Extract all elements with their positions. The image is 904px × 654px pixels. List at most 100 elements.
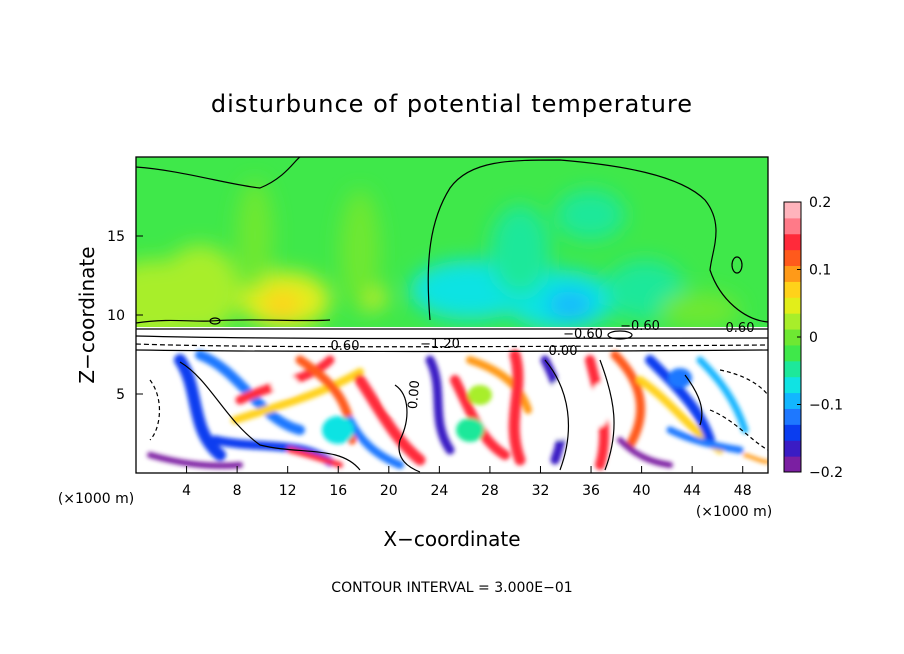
colorbar-swatch (784, 297, 801, 314)
field-blob (160, 245, 240, 335)
colorbar-swatch (784, 456, 801, 473)
contour-line (544, 359, 569, 471)
contour-label: 0.60 (726, 321, 755, 336)
x-axis-ticks: 4 8 12 16 20 24 28 32 36 40 44 48 (182, 466, 752, 499)
field-swirl (425, 355, 455, 455)
y-tick-label: 10 (107, 308, 125, 324)
contour-lines (136, 157, 768, 473)
x-axis-unit: (×1000 m) (696, 504, 772, 520)
contour-label-layer: −0.60 −1.20 −0.60 0.60 0.60 0.00 0.00 (331, 319, 755, 410)
field-blob (668, 368, 692, 388)
colorbar-tick-label: −0.2 (809, 465, 843, 481)
colorbar-swatch (784, 217, 801, 235)
field-swirl (645, 355, 715, 445)
contour-label: −0.60 (563, 327, 603, 342)
field-blob (468, 385, 492, 405)
colorbar-swatch (784, 233, 801, 251)
colorbar-swatch (784, 392, 801, 409)
field-swirl (666, 426, 744, 454)
field-swirl (231, 368, 364, 424)
x-tick-label: 4 (182, 483, 191, 499)
contour-line (394, 384, 421, 473)
field-blob (322, 416, 354, 444)
field-swirl (508, 349, 526, 466)
colorbar-swatch (784, 329, 801, 346)
contour-line (599, 359, 615, 471)
field-swirl (617, 437, 673, 468)
chart-title: disturbunce of potential temperature (211, 90, 693, 118)
colorbar-swatch (784, 265, 801, 282)
colorbar-swatch (784, 249, 801, 267)
contour-line (209, 317, 221, 325)
x-tick-label: 8 (233, 483, 242, 499)
colorbar-swatch (784, 408, 801, 425)
contour-label: 0.00 (549, 344, 578, 359)
y-axis-ticks: 5 10 15 (107, 229, 143, 403)
contour-label: 0.60 (331, 339, 360, 354)
y-tick-label: 5 (116, 387, 125, 403)
field-blob (383, 377, 407, 413)
contour-line (136, 343, 768, 348)
field-swirl (147, 452, 243, 469)
colorbar-tick-label: −0.1 (809, 398, 843, 414)
contour-line (719, 369, 768, 396)
contour-label: −0.60 (620, 319, 660, 334)
x-tick-label: 20 (380, 483, 398, 499)
x-tick-label: 40 (633, 483, 651, 499)
contour-line (136, 157, 301, 189)
field-blob (555, 190, 625, 240)
field-swirl (743, 453, 768, 464)
field-blob (340, 190, 380, 310)
colorbar-swatch (784, 376, 801, 394)
x-axis-label: X−coordinate (383, 527, 520, 551)
y-axis-label: Z−coordinate (75, 246, 99, 383)
field-blob (490, 205, 550, 295)
colorbar-tick-label: 0.1 (809, 263, 831, 279)
field-blob (660, 292, 740, 328)
contour-line (427, 159, 768, 323)
colorbar-swatch (784, 424, 801, 441)
field-swirl (354, 374, 426, 466)
contour-line (709, 409, 768, 451)
colorbar-swatch (784, 313, 801, 330)
contour-line (607, 330, 633, 340)
contour-label: 0.00 (406, 380, 423, 410)
y-tick-label: 15 (107, 229, 125, 245)
x-tick-label: 48 (734, 483, 752, 499)
contour-line (136, 349, 768, 353)
colorbar: 0.2 0.1 0 −0.1 −0.2 (784, 195, 843, 481)
x-tick-label: 12 (279, 483, 297, 499)
field-swirl (466, 356, 532, 414)
contour-line (731, 256, 743, 274)
field-blob (264, 291, 300, 319)
colorbar-swatch (784, 281, 801, 298)
contour-label: −1.20 (420, 337, 460, 352)
field-blob (546, 380, 574, 440)
x-tick-label: 28 (481, 483, 499, 499)
field-swirl (610, 350, 646, 450)
field-swirl (696, 356, 749, 434)
colorbar-frame (783, 201, 802, 473)
field-blob (548, 291, 592, 319)
contour-interval-note: CONTOUR INTERVAL = 3.000E−01 (331, 580, 572, 596)
colorbar-tick-label: 0.2 (809, 195, 831, 211)
field-blob (456, 418, 484, 442)
colorbar-tick-label: 0 (809, 330, 818, 346)
colorbar-swatch (784, 202, 801, 219)
field-blob (590, 383, 610, 427)
contour-line (179, 361, 361, 471)
y-axis-unit: (×1000 m) (58, 491, 134, 507)
field-swirl (287, 447, 343, 468)
colorbar-swatch (784, 360, 801, 378)
contour-line (149, 379, 161, 441)
x-tick-label: 24 (430, 483, 448, 499)
contour-line (684, 374, 703, 426)
lower-field (147, 349, 768, 470)
x-tick-label: 16 (329, 483, 347, 499)
x-tick-label: 44 (683, 483, 701, 499)
plot-area (136, 157, 768, 473)
x-tick-label: 36 (582, 483, 600, 499)
colorbar-swatch (784, 440, 801, 457)
colorbar-swatch (784, 344, 801, 362)
